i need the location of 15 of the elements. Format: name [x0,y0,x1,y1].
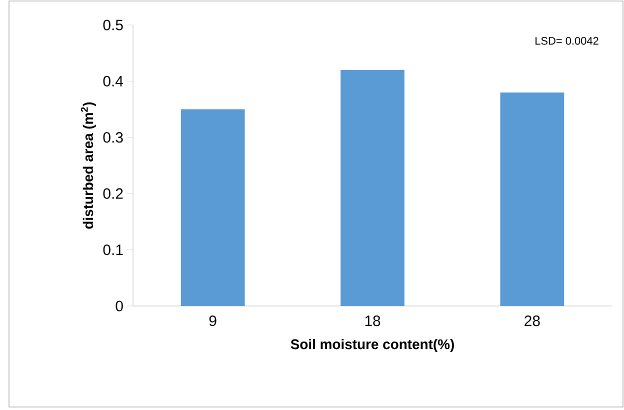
y-tick-label: 0 [116,300,123,312]
y-tick-label: 0.5 [103,20,123,30]
y-axis-title: disturbed area (m$^{2}$) [80,102,96,229]
bar [180,109,245,306]
y-tick-label: 0.4 [103,76,124,86]
x-tick-label: 9 [209,316,216,326]
x-tick-label: 28 [524,316,540,326]
y-tick-label: 0.2 [103,188,123,199]
bar [500,92,564,306]
bar [340,70,404,306]
annotation: LSD= 0.0042 [536,36,598,45]
x-tick-label: 18 [365,316,380,326]
x-axis-title: Soil moisture content(%) [290,338,454,352]
y-tick-label: 0.3 [103,132,123,143]
y-tick-label: 0.1 [103,244,123,256]
